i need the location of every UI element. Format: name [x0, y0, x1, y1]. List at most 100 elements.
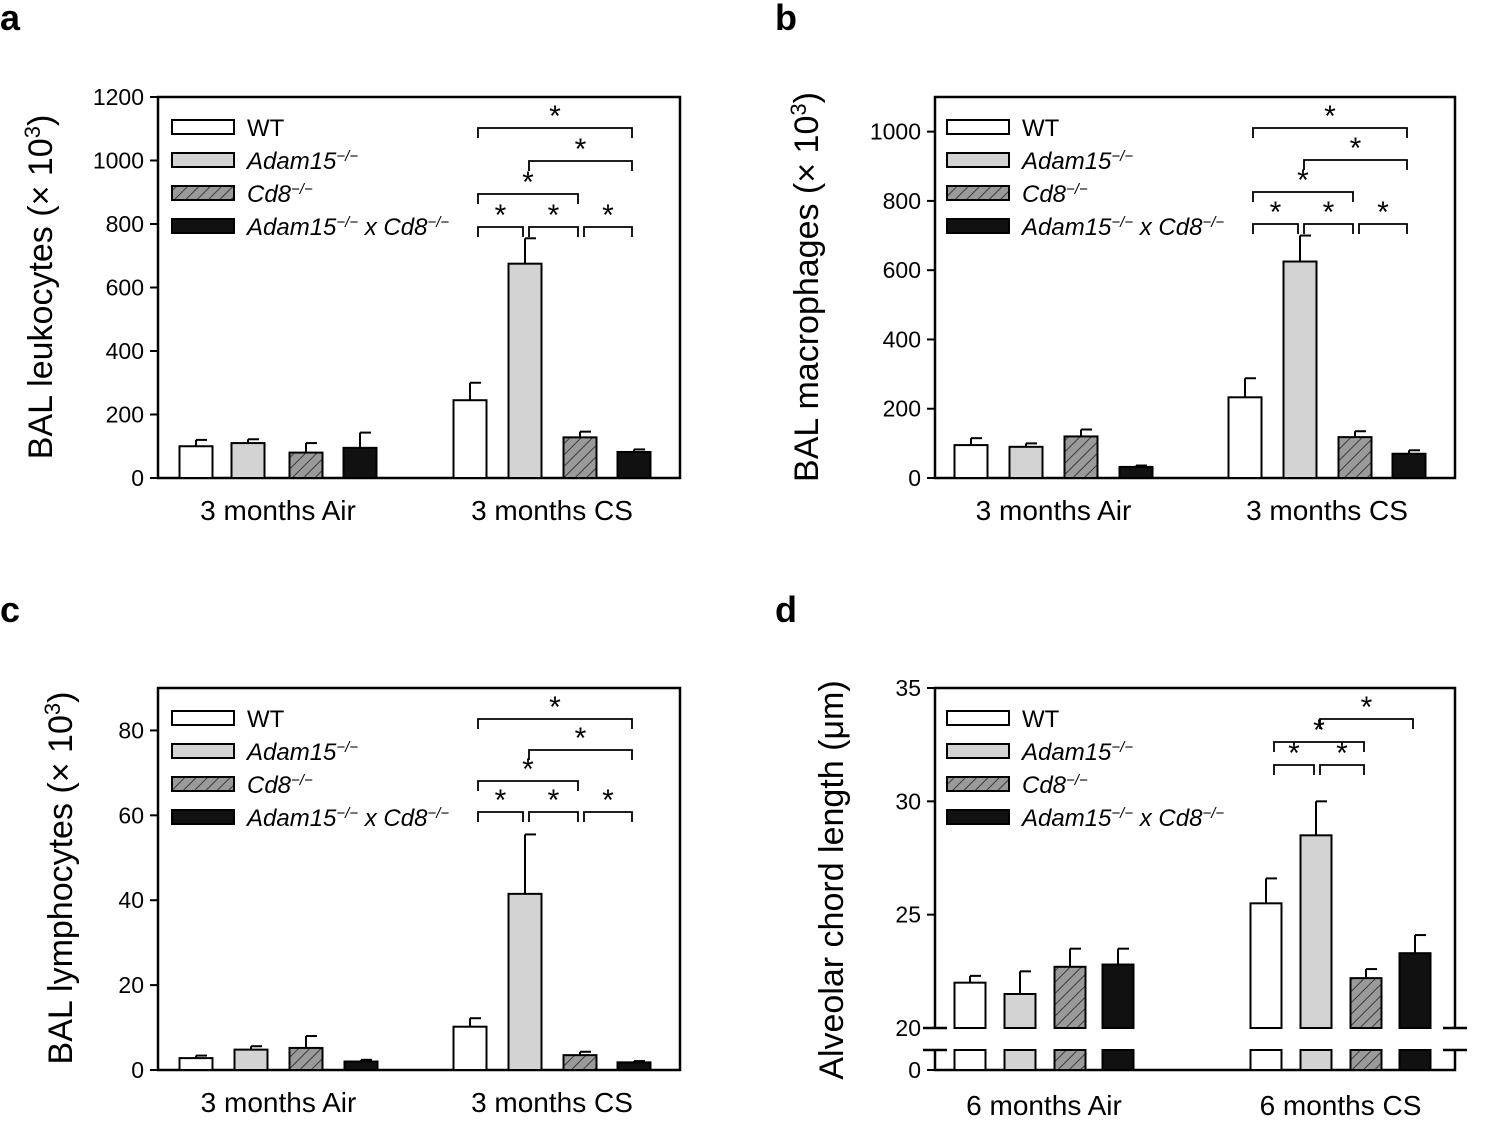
significance-bracket	[477, 780, 579, 791]
panel-letter: b	[775, 0, 797, 38]
bar-base	[953, 1049, 987, 1071]
significance-star: *	[1288, 737, 1300, 770]
y-tick-label: 25	[895, 902, 921, 928]
significance-star: *	[1350, 132, 1362, 165]
significance-star: *	[1270, 196, 1282, 229]
bar	[1118, 465, 1154, 479]
y-tick-label: 1000	[93, 148, 144, 174]
significance-star: *	[1324, 100, 1336, 133]
significance-star: *	[548, 784, 560, 817]
bar	[1349, 977, 1383, 1030]
significance-star: *	[575, 722, 587, 755]
bar-base	[1003, 1049, 1037, 1071]
legend-swatch	[171, 218, 235, 234]
legend-label-sup: −/−	[336, 148, 358, 165]
legend-swatch	[946, 119, 1010, 135]
category-label: 6 months Air	[966, 1090, 1122, 1121]
y-tick-label: 1000	[870, 119, 921, 145]
y-axis-label-sup: 3	[786, 103, 811, 115]
y-axis-label: BAL macrophages (× 103)	[786, 92, 827, 482]
significance-bracket	[477, 193, 579, 204]
legend-label: Cd8−/−	[1022, 181, 1088, 209]
significance-bracket	[1273, 764, 1315, 775]
legend-swatch	[946, 185, 1010, 201]
bar	[953, 444, 989, 480]
legend-label: Adam15−/−	[245, 148, 358, 176]
significance-bracket	[1303, 223, 1354, 234]
bar	[1063, 435, 1099, 480]
legend-swatch	[171, 710, 235, 726]
legend-swatch	[171, 809, 235, 825]
significance-bracket	[583, 226, 633, 237]
bar-base	[1349, 1049, 1383, 1071]
bar	[1337, 436, 1373, 479]
bar	[178, 445, 214, 479]
bar	[1008, 445, 1044, 479]
legend-swatch	[171, 776, 235, 792]
panel-letter: a	[0, 0, 21, 38]
significance-star: *	[495, 199, 507, 232]
y-tick-label: 20	[118, 972, 144, 998]
y-tick-label: 0	[131, 465, 144, 491]
y-tick-label: 30	[895, 788, 921, 814]
bar	[452, 1025, 488, 1071]
legend-swatch	[171, 119, 235, 135]
legend-label: WT	[1022, 115, 1060, 142]
panel-letter: c	[0, 589, 20, 630]
y-tick-label: 40	[118, 887, 144, 913]
legend-swatch	[946, 776, 1010, 792]
legend-label: Cd8−/−	[247, 772, 313, 800]
category-label: 3 months Air	[976, 495, 1132, 526]
bar	[1101, 963, 1135, 1029]
significance-star: *	[602, 199, 614, 232]
bar	[1391, 452, 1427, 480]
y-tick-label: 80	[118, 717, 144, 743]
legend-label: WT	[247, 115, 285, 142]
significance-bracket	[1303, 159, 1408, 170]
significance-star: *	[1377, 196, 1389, 229]
bar	[1053, 965, 1087, 1029]
y-axis-label: BAL leukocytes (× 103)	[20, 115, 61, 460]
bar	[507, 892, 543, 1071]
y-tick-label: 800	[106, 211, 144, 237]
y-tick-label: 600	[106, 275, 144, 301]
significance-star: *	[522, 166, 534, 199]
legend-label-sup: −/−	[427, 214, 449, 231]
y-tick-label: 600	[883, 257, 921, 283]
legend-label-sup: −/−	[336, 739, 358, 756]
legend-label: Adam15−/−	[1020, 148, 1133, 176]
bar	[288, 1046, 324, 1071]
legend-label: Adam15−/−	[1020, 739, 1133, 767]
legend-label: Cd8−/−	[1022, 772, 1088, 800]
significance-star: *	[1323, 196, 1335, 229]
y-axis-label-close: )	[42, 692, 80, 703]
bar	[616, 1061, 652, 1071]
legend-label-sup: −/−	[1066, 181, 1088, 198]
legend-label: Adam15−/− x Cd8−/−	[1020, 805, 1224, 833]
legend-label-part: x Cd8	[1133, 214, 1203, 241]
significance-bracket	[1358, 223, 1408, 234]
bar	[1003, 993, 1037, 1029]
significance-star: *	[548, 199, 560, 232]
significance-star: *	[1361, 691, 1373, 724]
bar-base	[1053, 1049, 1087, 1071]
legend-swatch	[946, 710, 1010, 726]
category-label: 3 months Air	[201, 1087, 357, 1118]
legend-label-sup: −/−	[427, 805, 449, 822]
legend-label-sup: −/−	[1066, 772, 1088, 789]
legend-label: Cd8−/−	[247, 181, 313, 209]
y-tick-label: 800	[883, 188, 921, 214]
category-label: 6 months CS	[1260, 1090, 1422, 1121]
bar-base	[1249, 1049, 1283, 1071]
y-tick-label: 20	[895, 1015, 921, 1041]
legend-label-sup: −/−	[1111, 739, 1133, 756]
y-tick-label: 400	[883, 326, 921, 352]
legend-swatch	[946, 743, 1010, 759]
bar	[288, 451, 324, 480]
significance-bracket	[583, 811, 633, 822]
legend-label: WT	[247, 706, 285, 733]
axes-frame-lower	[933, 1050, 1457, 1072]
y-tick-label: 1200	[93, 84, 144, 110]
bar	[507, 262, 543, 479]
significance-bracket	[1252, 191, 1354, 202]
